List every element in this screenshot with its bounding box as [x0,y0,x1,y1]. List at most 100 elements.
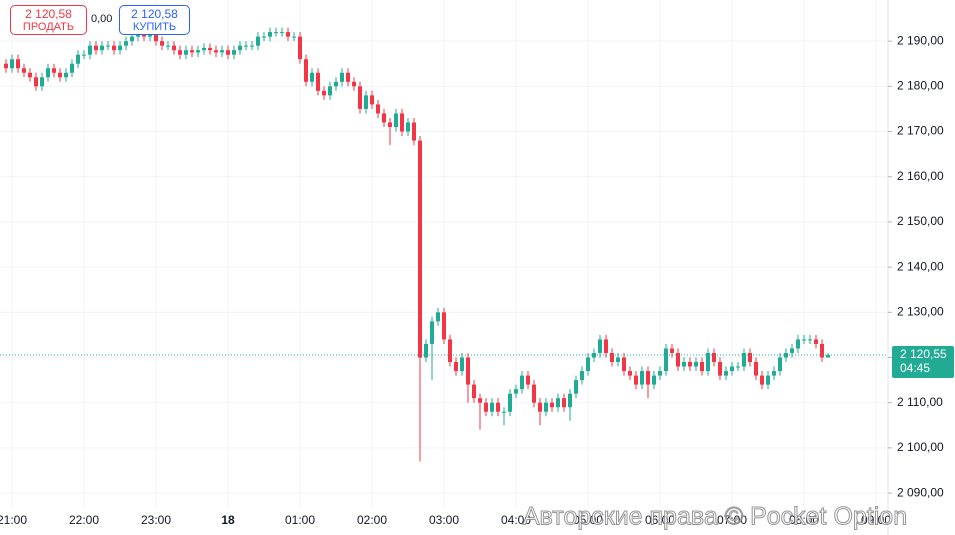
candle-body [616,357,620,363]
candle-body [538,402,542,412]
candle-body [346,72,350,82]
candle-body [130,36,134,42]
candle-body [742,352,746,367]
candle-body [16,59,20,69]
y-tick-label: 2 160,00 [897,169,944,183]
candle-body [82,54,86,56]
sell-button[interactable]: 2 120,58 ПРОДАТЬ [10,5,87,35]
candle-body [802,339,806,341]
candle-body [676,352,680,367]
candle-body [736,366,740,368]
candle-body [778,357,782,372]
x-tick-label: 01:00 [285,513,315,527]
candle-body [556,398,560,408]
candle-body [496,402,500,412]
candle-body [664,348,668,372]
candle-body [562,398,566,408]
x-tick-label: 04:00 [501,513,531,527]
candle-body [214,50,218,53]
y-tick-label: 2 090,00 [897,485,944,499]
candle-body [730,366,734,372]
candle-body [484,402,488,412]
buy-label: КУПИТЬ [132,21,177,33]
candle-body [520,375,524,390]
y-tick-label: 2 150,00 [897,214,944,228]
price-label-box [892,346,954,379]
candle-body [370,95,374,105]
candle-body [604,339,608,353]
candle-body [808,339,812,341]
candle-body [70,63,74,73]
candle-body [706,352,710,372]
candle-body [76,54,80,64]
candle-body [244,45,248,47]
x-tick-label: 05:00 [573,513,603,527]
x-tick-label: 06:00 [645,513,675,527]
candle-body [514,389,518,394]
candle-body [436,312,440,322]
candle-body [112,45,116,51]
candle-body [394,113,398,127]
buy-button[interactable]: 2 120,58 КУПИТЬ [119,5,190,35]
candle-body [658,371,662,376]
candle-body [718,362,722,376]
candle-body [412,122,416,141]
candle-body [274,32,278,34]
candle-body [574,380,578,394]
candle-body [790,348,794,353]
candles [4,27,830,462]
candle-body [322,90,326,96]
candle-body [94,45,98,51]
y-tick-label: 2 110,00 [897,395,943,409]
candle-body [670,348,674,353]
candle-body [628,371,632,376]
candle-body [430,321,434,344]
candle-body [232,50,236,55]
candle-body [688,362,692,367]
candle-body [712,352,716,363]
candle-body [382,113,386,123]
sell-label: ПРОДАТЬ [22,21,75,33]
candle-body [298,36,302,60]
candle-body [442,312,446,340]
candle-body [760,375,764,385]
candle-body [292,36,296,38]
candle-body [466,357,470,385]
candle-body [358,86,362,109]
candle-body [460,357,464,372]
candle-body [256,36,260,46]
candle-body [268,32,272,37]
candle-body [694,362,698,367]
candle-body [400,113,404,132]
candle-body [34,77,38,87]
x-tick-label: 09:00 [861,513,891,527]
y-tick-label: 2 130,00 [897,304,944,318]
candle-body [418,140,422,358]
candle-body [550,402,554,408]
candle-body [52,68,56,73]
candle-body [610,352,614,363]
candle-body [64,72,68,78]
candle-body [424,343,428,358]
candle-body [22,68,26,73]
candle-body [646,371,650,385]
candle-body [724,371,728,376]
watermark: Авторские права © Pocket Option [523,503,907,531]
candle-body [4,63,8,69]
candle-body [526,375,530,385]
candle-body [10,59,14,69]
candle-body [580,371,584,381]
candle-body [376,104,380,114]
y-tick-label: 2 140,00 [897,259,944,273]
spread: 0,00 [91,13,113,25]
candle-body [490,402,494,412]
candle-body [814,339,818,344]
candle-body [748,352,752,363]
candle-body [160,41,164,46]
candle-body [598,339,602,353]
candle-body [388,122,392,127]
candle-body [448,339,452,363]
candle-body [634,375,638,385]
candle-body [316,72,320,91]
